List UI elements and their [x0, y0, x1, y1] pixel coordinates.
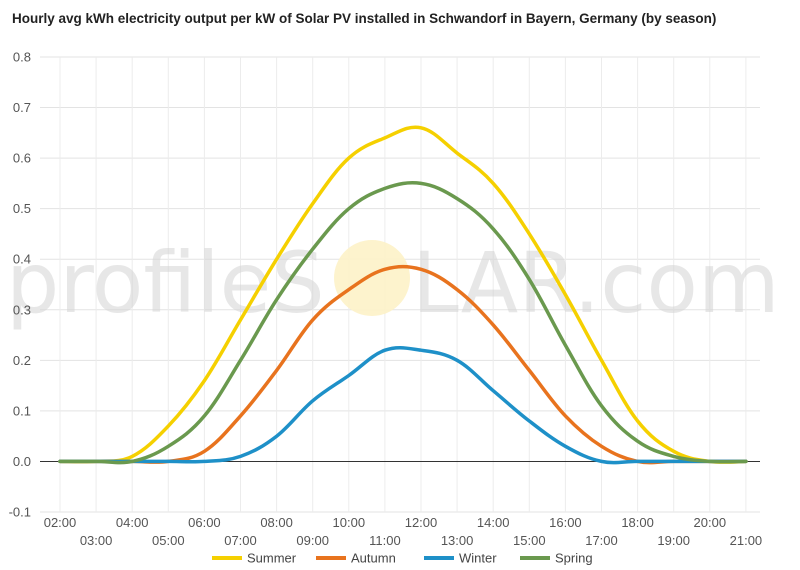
- watermark-sun-icon: [334, 240, 410, 316]
- x-tick-label: 15:00: [513, 533, 546, 548]
- y-tick-label: 0.5: [13, 201, 31, 216]
- legend-label-autumn: Autumn: [351, 551, 396, 566]
- legend-label-winter: Winter: [459, 551, 497, 566]
- legend-label-spring: Spring: [555, 551, 593, 566]
- y-tick-label: 0.7: [13, 100, 31, 115]
- x-tick-label: 20:00: [694, 515, 727, 530]
- y-axis: -0.1 0.0 0.1 0.2 0.3 0.4 0.5 0.6 0.7 0.8: [9, 50, 31, 520]
- y-tick-label: 0.0: [13, 454, 31, 469]
- x-tick-label: 21:00: [730, 533, 763, 548]
- x-tick-label: 05:00: [152, 533, 185, 548]
- x-tick-label: 16:00: [549, 515, 582, 530]
- legend-label-summer: Summer: [247, 551, 297, 566]
- x-tick-label: 10:00: [333, 515, 366, 530]
- watermark-text-right: LAR.com: [412, 234, 780, 332]
- legend: Summer Autumn Winter Spring: [212, 551, 593, 566]
- grid-lines: [40, 56, 760, 513]
- x-tick-label: 18:00: [621, 515, 654, 530]
- x-tick-label: 07:00: [224, 533, 257, 548]
- y-tick-label: 0.6: [13, 151, 31, 166]
- watermark: profileS LAR.com: [6, 234, 780, 332]
- y-tick-label: 0.1: [13, 403, 31, 418]
- x-tick-label: 06:00: [188, 515, 221, 530]
- x-tick-label: 13:00: [441, 533, 474, 548]
- y-tick-label: 0.2: [13, 353, 31, 368]
- series-lines: [58, 125, 748, 465]
- watermark-text-left: profileS: [6, 234, 325, 332]
- y-tick-label: 0.8: [13, 50, 31, 65]
- y-tick-label: 0.4: [13, 252, 31, 267]
- series-line-summer: [58, 125, 748, 464]
- y-tick-label: -0.1: [9, 505, 31, 520]
- x-tick-label: 09:00: [296, 533, 329, 548]
- x-tick-label: 17:00: [585, 533, 618, 548]
- chart-title: Hourly avg kWh electricity output per kW…: [12, 11, 717, 26]
- series-line-winter: [58, 345, 748, 465]
- x-tick-label: 08:00: [260, 515, 293, 530]
- x-tick-label: 02:00: [44, 515, 77, 530]
- x-tick-label: 14:00: [477, 515, 510, 530]
- x-axis: 02:0003:0004:0005:0006:0007:0008:0009:00…: [44, 515, 762, 548]
- x-tick-label: 11:00: [369, 533, 401, 548]
- x-tick-label: 04:00: [116, 515, 149, 530]
- x-tick-label: 12:00: [405, 515, 438, 530]
- x-tick-label: 19:00: [657, 533, 690, 548]
- series-line-spring: [58, 181, 748, 465]
- y-tick-label: 0.3: [13, 302, 31, 317]
- x-tick-label: 03:00: [80, 533, 113, 548]
